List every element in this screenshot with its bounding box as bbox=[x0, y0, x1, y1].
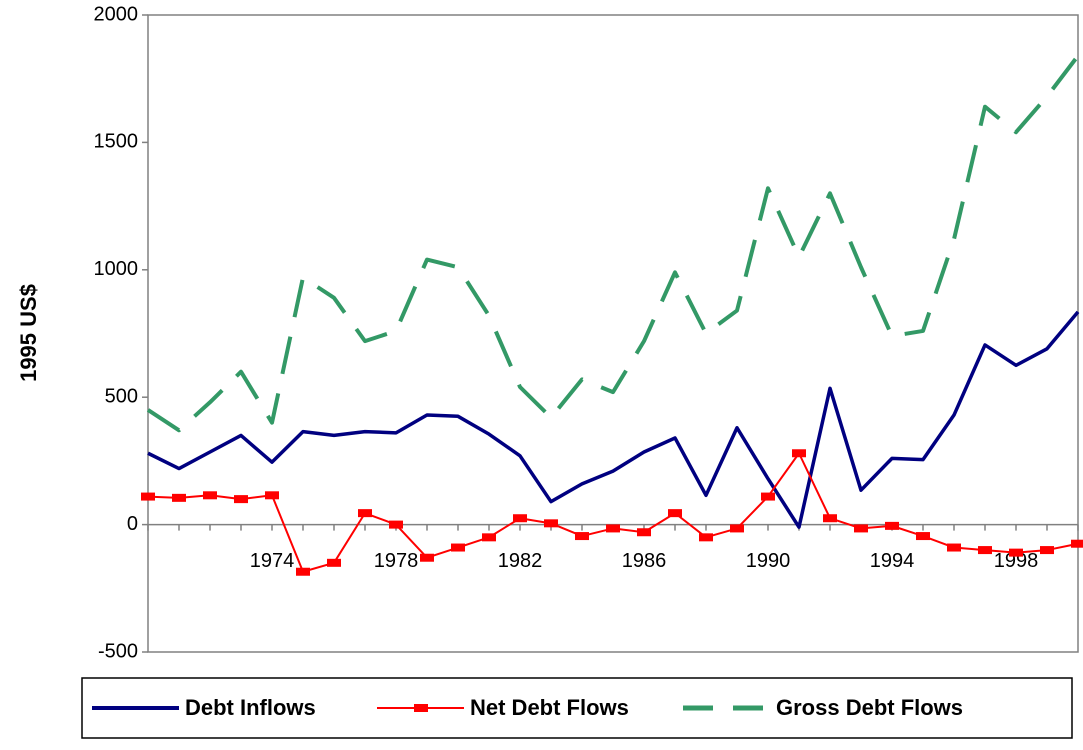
y-tick-label: 0 bbox=[127, 513, 138, 535]
series-marker bbox=[1009, 548, 1023, 557]
series-marker bbox=[792, 449, 806, 458]
series-marker bbox=[203, 491, 217, 500]
series-marker bbox=[699, 533, 713, 542]
series-marker bbox=[141, 492, 155, 501]
x-tick-label: 1974 bbox=[250, 550, 295, 572]
series-marker bbox=[947, 543, 961, 552]
legend bbox=[81, 677, 1073, 739]
y-tick-label: 2000 bbox=[94, 3, 139, 25]
y-tick-label: 1500 bbox=[94, 131, 139, 153]
x-tick-label: 1978 bbox=[374, 550, 419, 572]
legend-label: Debt Inflows bbox=[185, 695, 316, 720]
series-marker bbox=[265, 491, 279, 500]
series-marker bbox=[327, 558, 341, 567]
series-marker bbox=[451, 543, 465, 552]
series-marker bbox=[482, 533, 496, 542]
series-marker bbox=[823, 514, 837, 523]
series-marker bbox=[1071, 539, 1083, 548]
x-tick-label: 1994 bbox=[870, 550, 915, 572]
series-marker bbox=[854, 524, 868, 533]
series-marker bbox=[978, 546, 992, 555]
legend-marker bbox=[414, 704, 428, 712]
series-marker bbox=[389, 520, 403, 529]
series-marker bbox=[358, 509, 372, 518]
series-marker bbox=[172, 493, 186, 502]
series-marker bbox=[234, 495, 248, 504]
series-marker bbox=[513, 514, 527, 523]
y-tick-label: 1000 bbox=[94, 258, 139, 280]
series-marker bbox=[420, 553, 434, 562]
legend-label: Net Debt Flows bbox=[470, 695, 629, 720]
plot-area bbox=[147, 14, 1079, 653]
y-tick-label: -500 bbox=[98, 640, 138, 662]
series-line bbox=[147, 310, 1080, 529]
x-tick-label: 1982 bbox=[498, 550, 543, 572]
series-marker bbox=[637, 528, 651, 537]
series-marker bbox=[761, 492, 775, 501]
series-marker bbox=[575, 532, 589, 541]
y-tick-label: 500 bbox=[105, 385, 138, 407]
series-marker bbox=[544, 519, 558, 528]
series-marker bbox=[668, 509, 682, 518]
series-marker bbox=[1040, 546, 1054, 555]
series-marker bbox=[296, 567, 310, 576]
series-marker bbox=[885, 521, 899, 530]
x-tick-label: 1998 bbox=[994, 550, 1039, 572]
legend-label: Gross Debt Flows bbox=[776, 695, 963, 720]
series-line bbox=[146, 54, 1080, 433]
x-tick-label: 1990 bbox=[746, 550, 791, 572]
x-tick-label: 1986 bbox=[622, 550, 667, 572]
series-marker bbox=[730, 524, 744, 533]
series-marker bbox=[606, 524, 620, 533]
y-axis-label: 1995 US$ bbox=[16, 284, 41, 382]
series-marker bbox=[916, 532, 930, 541]
